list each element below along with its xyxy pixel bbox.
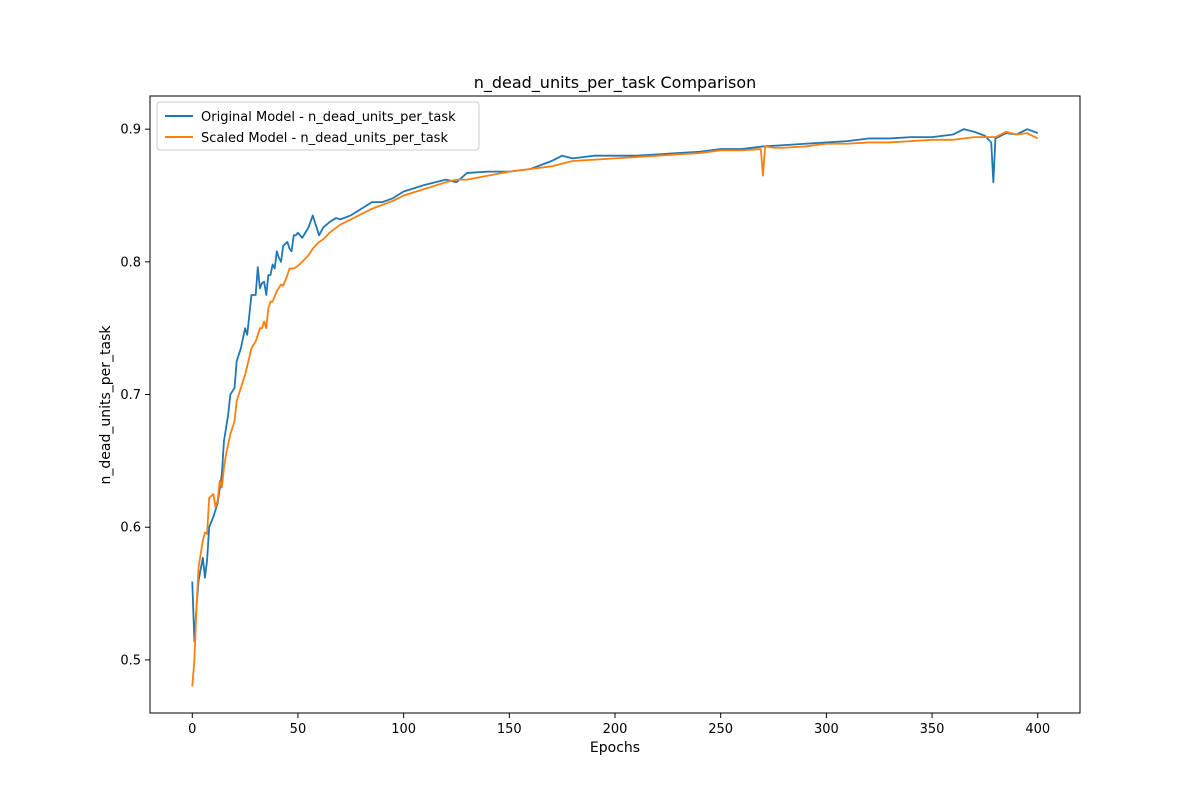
- x-tick-label-3: 150: [497, 722, 522, 737]
- axes: 0 50 100 150 200 250 300 350 400 0.5 0.6 0.7 0.8 0.9: [120, 95, 1081, 737]
- x-tick-label-2: 100: [391, 722, 416, 737]
- x-tick-label-4: 200: [603, 722, 628, 737]
- legend-entry-original: Original Model - n_dead_units_per_task: [201, 110, 456, 125]
- chart-title: n_dead_units_per_task Comparison: [474, 73, 757, 93]
- y-tick-label-2: 0.7: [120, 388, 141, 403]
- plot-area: [191, 128, 1039, 687]
- x-tick-label-7: 350: [920, 722, 945, 737]
- x-tick-label-8: 400: [1025, 722, 1050, 737]
- series-line-original: [191, 128, 1039, 643]
- x-axis-label: Epochs: [590, 740, 640, 756]
- y-tick-label-3: 0.8: [120, 255, 141, 270]
- legend: Original Model - n_dead_units_per_task S…: [156, 101, 480, 151]
- y-tick-label-1: 0.6: [120, 521, 141, 536]
- series-line-scaled: [191, 130, 1039, 687]
- legend-box: [156, 101, 480, 151]
- legend-entry-scaled: Scaled Model - n_dead_units_per_task: [201, 131, 448, 146]
- y-tick-label-0: 0.5: [120, 653, 141, 668]
- y-axis-label: n_dead_units_per_task: [98, 325, 114, 485]
- x-tick-label-6: 300: [814, 722, 839, 737]
- x-tick-label-0: 0: [188, 722, 196, 737]
- x-tick-label-5: 250: [708, 722, 733, 737]
- x-tick-label-1: 50: [290, 722, 307, 737]
- y-tick-label-4: 0.9: [120, 123, 141, 138]
